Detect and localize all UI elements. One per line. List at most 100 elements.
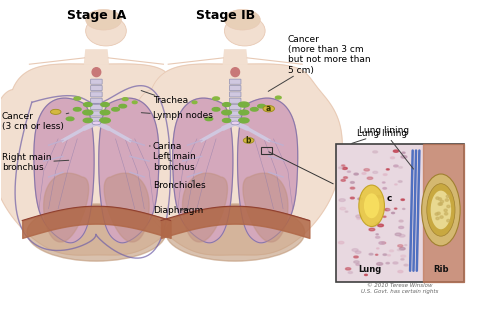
Ellipse shape (338, 241, 344, 244)
Ellipse shape (251, 108, 258, 111)
Ellipse shape (356, 264, 360, 265)
Polygon shape (99, 98, 159, 243)
Ellipse shape (395, 184, 397, 185)
Ellipse shape (344, 177, 348, 178)
Ellipse shape (393, 262, 398, 264)
Ellipse shape (371, 224, 376, 227)
Text: © 2010 Terese Winslow
U.S. Govt. has certain rights: © 2010 Terese Winslow U.S. Govt. has cer… (361, 283, 439, 294)
Ellipse shape (83, 118, 92, 122)
Ellipse shape (444, 209, 447, 211)
Ellipse shape (358, 198, 362, 200)
Text: Left main
bronchus: Left main bronchus (153, 152, 196, 172)
Text: Stage IB: Stage IB (196, 9, 255, 22)
Text: Trachea: Trachea (141, 91, 188, 105)
Polygon shape (243, 173, 288, 242)
FancyBboxPatch shape (229, 85, 241, 91)
Ellipse shape (395, 233, 401, 236)
Polygon shape (238, 98, 298, 243)
Ellipse shape (390, 157, 395, 159)
Ellipse shape (239, 102, 249, 107)
Ellipse shape (383, 174, 387, 175)
Ellipse shape (438, 203, 441, 205)
Ellipse shape (354, 173, 358, 175)
FancyBboxPatch shape (91, 85, 102, 91)
Ellipse shape (387, 209, 390, 210)
Ellipse shape (398, 245, 403, 247)
Ellipse shape (375, 222, 377, 223)
FancyBboxPatch shape (91, 79, 102, 84)
Ellipse shape (383, 216, 386, 218)
Ellipse shape (263, 106, 275, 112)
Ellipse shape (439, 203, 443, 205)
Text: b: b (246, 136, 252, 145)
Ellipse shape (431, 190, 451, 229)
Ellipse shape (357, 218, 360, 219)
Ellipse shape (440, 216, 443, 218)
Ellipse shape (376, 234, 378, 235)
Ellipse shape (447, 219, 450, 222)
Ellipse shape (352, 249, 358, 251)
Ellipse shape (373, 151, 378, 153)
Ellipse shape (373, 171, 378, 174)
Ellipse shape (401, 199, 405, 200)
Ellipse shape (356, 215, 362, 218)
Ellipse shape (379, 242, 385, 244)
Ellipse shape (74, 97, 81, 100)
Polygon shape (44, 173, 89, 242)
FancyBboxPatch shape (229, 105, 241, 110)
Ellipse shape (377, 248, 379, 249)
Ellipse shape (387, 255, 390, 256)
Ellipse shape (436, 197, 439, 199)
FancyBboxPatch shape (91, 105, 102, 110)
Ellipse shape (92, 121, 101, 125)
Ellipse shape (447, 205, 450, 208)
Ellipse shape (440, 200, 444, 203)
Ellipse shape (50, 109, 61, 115)
FancyBboxPatch shape (91, 117, 102, 122)
Ellipse shape (397, 249, 401, 251)
Ellipse shape (350, 182, 354, 183)
Ellipse shape (212, 108, 220, 111)
Ellipse shape (398, 271, 403, 273)
Ellipse shape (119, 104, 127, 108)
Ellipse shape (401, 259, 404, 260)
Ellipse shape (405, 245, 407, 246)
Ellipse shape (348, 271, 352, 273)
Text: Rib: Rib (433, 265, 449, 274)
Text: Diaphragm: Diaphragm (153, 206, 203, 215)
Ellipse shape (342, 167, 347, 169)
Ellipse shape (386, 263, 389, 264)
Ellipse shape (398, 167, 402, 168)
Ellipse shape (392, 212, 395, 214)
Ellipse shape (100, 118, 110, 123)
Ellipse shape (243, 137, 254, 143)
FancyBboxPatch shape (91, 111, 102, 116)
Polygon shape (182, 173, 228, 242)
Ellipse shape (339, 199, 345, 202)
Ellipse shape (399, 226, 404, 228)
Ellipse shape (101, 102, 109, 107)
Text: Stage IA: Stage IA (67, 9, 126, 22)
Polygon shape (0, 64, 204, 255)
Ellipse shape (231, 68, 240, 77)
Ellipse shape (192, 101, 197, 104)
Ellipse shape (383, 188, 386, 189)
Ellipse shape (365, 274, 367, 276)
Ellipse shape (377, 263, 383, 265)
FancyBboxPatch shape (91, 98, 102, 103)
Ellipse shape (166, 204, 305, 261)
FancyBboxPatch shape (229, 92, 241, 97)
Ellipse shape (404, 264, 408, 266)
Polygon shape (104, 173, 149, 242)
Ellipse shape (348, 171, 350, 172)
Ellipse shape (367, 200, 370, 202)
Ellipse shape (401, 255, 406, 257)
Ellipse shape (401, 156, 407, 158)
FancyBboxPatch shape (91, 92, 102, 97)
Ellipse shape (446, 195, 449, 197)
Ellipse shape (398, 181, 402, 182)
Text: c: c (387, 194, 392, 204)
Text: Lymph nodes: Lymph nodes (141, 111, 213, 120)
Ellipse shape (384, 209, 390, 211)
Ellipse shape (427, 184, 455, 236)
